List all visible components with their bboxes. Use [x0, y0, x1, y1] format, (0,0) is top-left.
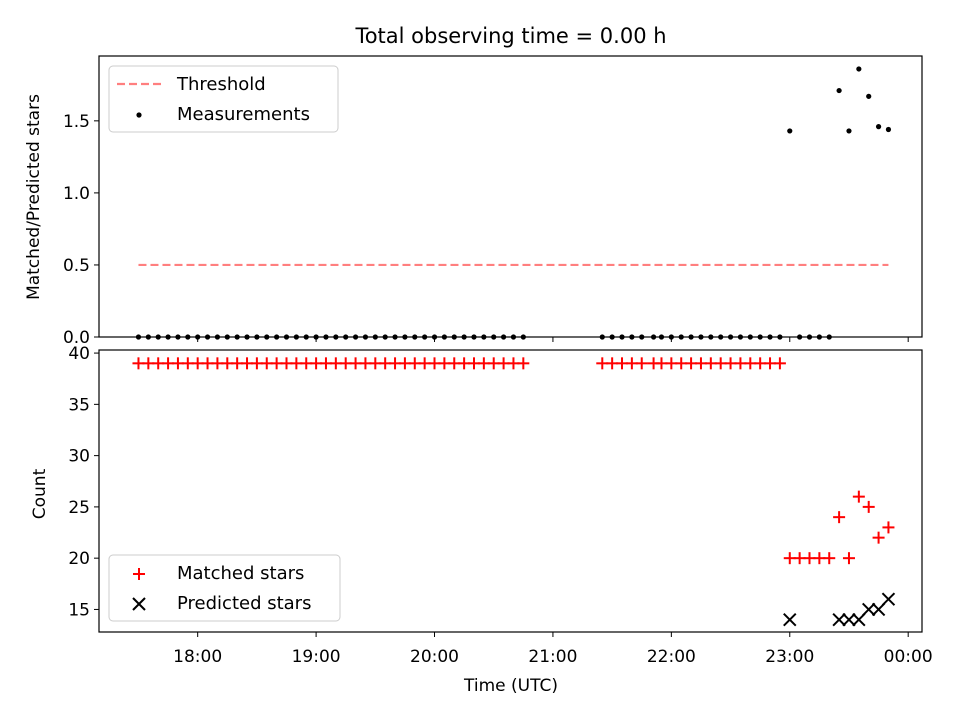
measurement-point — [866, 93, 872, 99]
bottom-panel: Count Time (UTC) 15 20 25 30 35 40 18:00 19:00… — [30, 344, 933, 696]
legend-threshold-label: Threshold — [176, 74, 266, 95]
top-y-ticks: 0.0 0.5 1.0 1.5 — [63, 112, 99, 348]
x-tick-label: 00:00 — [884, 647, 933, 667]
x-tick-label: 21:00 — [528, 647, 577, 667]
matched-star-point — [823, 552, 836, 565]
top-x-ticks — [197, 337, 909, 342]
y-tick-label: 0.0 — [63, 328, 90, 348]
x-tick-label: 20:00 — [410, 647, 459, 667]
matched-star-point — [882, 521, 895, 534]
predicted-star-point — [881, 592, 896, 606]
y-axis-label-top: Matched/Predicted stars — [24, 94, 44, 300]
legend-measurements-label: Measurements — [177, 104, 310, 125]
matched-star-point — [862, 500, 875, 513]
legend-matched-label: Matched stars — [177, 563, 304, 584]
bottom-x-ticks: 18:00 19:00 20:00 21:00 22:00 23:00 00:00 — [173, 632, 933, 667]
matched-star-point — [852, 490, 865, 503]
measurement-point — [846, 128, 852, 134]
top-axes-frame — [98, 55, 923, 338]
legend-matched-swatch — [133, 568, 145, 580]
y-tick-label: 1.5 — [63, 112, 90, 132]
measurement-point — [836, 87, 842, 94]
measurement-point — [787, 128, 793, 134]
predicted-star-point — [783, 612, 797, 627]
x-tick-label: 18:00 — [173, 647, 222, 667]
x-axis-label: Time (UTC) — [463, 676, 558, 696]
matched-star-point — [773, 357, 786, 370]
predicted-star-point — [862, 602, 876, 617]
y-tick-label: 0.5 — [63, 256, 90, 276]
y-tick-label: 20 — [68, 549, 90, 569]
bottom-axes-frame — [98, 349, 923, 633]
y-tick-label: 40 — [68, 344, 90, 364]
predicted-star-point — [852, 612, 866, 627]
matched-star-point — [517, 357, 530, 370]
matched-star-point — [635, 357, 648, 370]
measurement-point — [875, 124, 882, 130]
y-tick-label: 1.0 — [63, 184, 90, 204]
top-legend-box — [108, 65, 339, 133]
legend-measurements-swatch — [136, 112, 142, 118]
top-legend: Threshold Measurements — [108, 65, 339, 133]
x-tick-label: 22:00 — [647, 647, 696, 667]
matched-star-point — [872, 531, 885, 544]
predicted-star-point — [832, 612, 846, 627]
bottom-legend-box — [108, 554, 341, 622]
y-tick-label: 15 — [68, 600, 90, 620]
x-tick-label: 23:00 — [765, 647, 814, 667]
predicted-star-point — [871, 602, 886, 617]
bottom-y-ticks: 15 20 25 30 35 40 — [68, 344, 99, 620]
chart-title: Total observing time = 0.00 h — [354, 24, 666, 48]
top-panel: Total observing time = 0.00 h Matched/Pr… — [24, 24, 923, 348]
legend-predicted-swatch — [132, 597, 146, 611]
matched-star-point — [842, 552, 855, 565]
measurement-point — [885, 126, 892, 133]
measurement-point — [856, 66, 862, 72]
x-tick-label: 19:00 — [292, 647, 341, 667]
y-tick-label: 25 — [68, 498, 90, 518]
predicted-star-point — [842, 612, 856, 627]
bottom-legend: Matched stars Predicted stars — [108, 554, 341, 622]
y-axis-label-bottom: Count — [30, 468, 50, 519]
y-tick-label: 35 — [68, 395, 90, 415]
y-tick-label: 30 — [68, 447, 90, 467]
legend-predicted-label: Predicted stars — [177, 593, 311, 614]
bottom-plot-marks — [132, 357, 896, 627]
matched-star-point — [833, 511, 846, 524]
